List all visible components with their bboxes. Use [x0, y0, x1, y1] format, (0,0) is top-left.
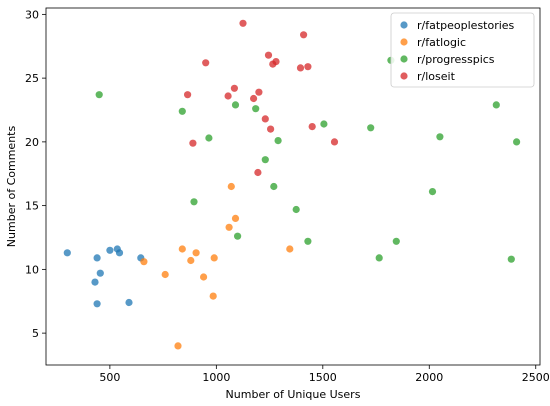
data-point-r-fatlogic — [140, 258, 148, 266]
data-point-r-progresspics — [270, 182, 278, 191]
y-tick-label: 30 — [25, 8, 39, 21]
data-point-r-fatlogic — [174, 342, 182, 350]
data-point-r-loseit — [272, 58, 280, 66]
data-point-r-loseit — [296, 64, 305, 72]
x-tick-label: 1000 — [202, 371, 230, 384]
data-point-r-loseit — [300, 31, 308, 39]
data-point-r-progresspics — [320, 120, 328, 128]
x-tick-label: 500 — [99, 371, 120, 384]
data-point-r-progresspics — [375, 254, 383, 262]
y-tick-label: 5 — [32, 327, 39, 340]
x-tick-label: 2000 — [415, 371, 443, 384]
data-point-r-progresspics — [274, 137, 282, 145]
axes-layer: 500 1000 1500 2000 2500 5 10 15 20 25 30 — [25, 7, 550, 384]
legend-entry-label: r/loseit — [417, 70, 456, 83]
data-point-r-loseit — [230, 84, 238, 92]
data-point-r-progresspics — [492, 101, 500, 109]
data-point-r-progresspics — [95, 91, 103, 99]
data-point-r-loseit — [255, 88, 263, 96]
legend-marker — [400, 72, 408, 80]
legend-marker — [400, 38, 408, 46]
x-tick-label: 2500 — [522, 371, 550, 384]
x-axis-label: Number of Unique Users — [226, 388, 361, 401]
y-axis-label: Number of Comments — [5, 126, 18, 248]
points-layer — [63, 19, 521, 350]
plot-frame — [45, 7, 541, 366]
data-point-r-loseit — [264, 51, 273, 59]
data-point-r-progresspics — [178, 107, 186, 115]
data-point-r-fatlogic — [286, 245, 294, 253]
data-point-r-loseit — [254, 168, 262, 177]
data-point-r-fatlogic — [178, 245, 186, 253]
data-point-r-fatlogic — [210, 254, 218, 262]
data-point-r-fatpeoplestories — [91, 278, 99, 286]
data-point-r-progresspics — [304, 237, 312, 245]
data-point-r-progresspics — [428, 188, 437, 196]
data-point-r-loseit — [261, 115, 269, 123]
data-point-r-loseit — [224, 92, 232, 100]
data-point-r-progresspics — [252, 105, 260, 113]
legend-entry-label: r/progresspics — [417, 53, 495, 66]
data-point-r-loseit — [239, 19, 247, 27]
legend-marker — [400, 55, 408, 63]
data-point-r-fatpeoplestories — [106, 246, 114, 254]
data-point-r-progresspics — [261, 156, 269, 164]
data-point-r-loseit — [184, 91, 192, 99]
data-point-r-progresspics — [234, 232, 242, 240]
data-point-r-loseit — [202, 59, 210, 67]
data-point-r-loseit — [250, 94, 258, 103]
data-point-r-progresspics — [436, 133, 444, 141]
data-point-r-loseit — [267, 125, 275, 133]
legend-entry-label: r/fatlogic — [417, 36, 466, 49]
data-point-r-progresspics — [292, 205, 300, 214]
data-point-r-fatpeoplestories — [93, 300, 101, 308]
data-point-r-fatpeoplestories — [63, 249, 71, 257]
legend-box — [390, 12, 535, 88]
data-point-r-fatpeoplestories — [93, 254, 101, 262]
legend-marker — [400, 21, 408, 29]
data-point-r-fatlogic — [161, 270, 169, 279]
legend: r/fatpeoplestories r/fatlogic r/progresspi… — [390, 12, 535, 88]
data-point-r-progresspics — [367, 124, 375, 132]
data-point-r-progresspics — [190, 198, 198, 206]
data-point-r-progresspics — [507, 255, 515, 263]
legend-entry-label: r/fatpeoplestories — [417, 19, 515, 32]
data-point-r-progresspics — [231, 101, 240, 109]
data-point-r-fatlogic — [225, 223, 233, 231]
y-tick-label: 15 — [25, 200, 39, 213]
data-point-r-fatlogic — [231, 214, 240, 222]
y-tick-label: 10 — [25, 263, 39, 276]
data-point-r-fatlogic — [192, 249, 200, 257]
data-point-r-progresspics — [392, 237, 400, 245]
y-tick-label: 25 — [25, 72, 39, 85]
y-tick-label: 20 — [25, 136, 39, 149]
data-point-r-fatpeoplestories — [125, 298, 133, 307]
data-point-r-fatlogic — [227, 182, 235, 191]
data-point-r-fatpeoplestories — [115, 249, 124, 257]
data-point-r-progresspics — [513, 138, 521, 146]
data-point-r-fatlogic — [209, 292, 217, 300]
data-point-r-loseit — [330, 138, 339, 146]
x-tick-label: 1500 — [309, 371, 337, 384]
data-point-r-loseit — [189, 139, 197, 147]
data-point-r-fatlogic — [187, 256, 195, 265]
data-point-r-loseit — [304, 63, 312, 71]
data-point-r-fatpeoplestories — [96, 269, 104, 277]
data-point-r-progresspics — [205, 134, 213, 142]
data-point-r-loseit — [308, 123, 316, 131]
data-point-r-fatlogic — [200, 273, 208, 281]
